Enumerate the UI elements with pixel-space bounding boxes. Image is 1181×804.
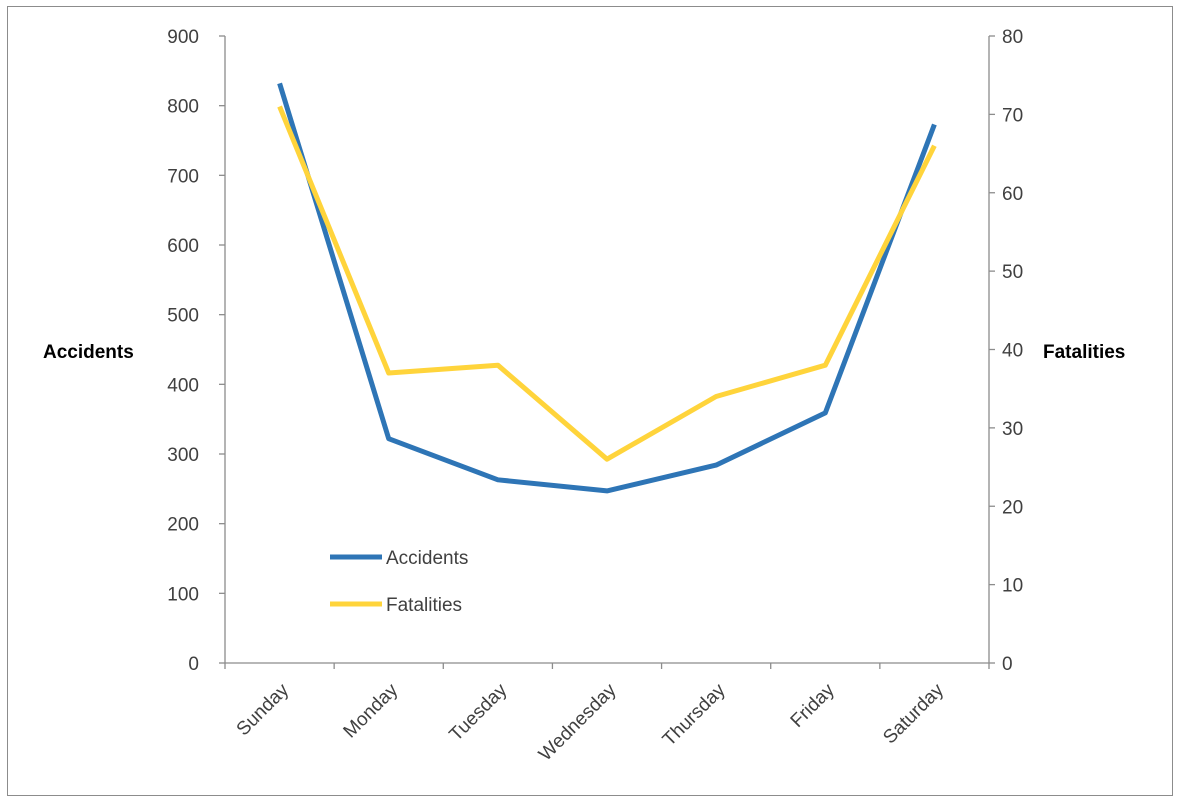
y2-tick-label: 10 [1002, 576, 1023, 597]
y2-tick-label: 70 [1002, 105, 1023, 126]
x-tick-label: Thursday [659, 679, 730, 750]
series-line-fatalities [277, 105, 937, 462]
y2-tick-label: 30 [1002, 419, 1023, 440]
x-tick-label: Saturday [879, 679, 948, 748]
x-tick-label: Tuesday [446, 679, 512, 745]
legend: Accidents Fatalities [330, 548, 468, 616]
series-layer [277, 82, 937, 494]
y2-tick-label: 20 [1002, 497, 1023, 518]
legend-label-fatalities: Fatalities [386, 595, 462, 616]
y2-tick-label: 60 [1002, 184, 1023, 205]
y-tick-label: 600 [167, 236, 199, 257]
y2-tick-label: 50 [1002, 262, 1023, 283]
y2-tick-label: 40 [1002, 341, 1023, 362]
legend-label-accidents: Accidents [386, 548, 468, 569]
chart-frame [7, 6, 1173, 796]
y-tick-label: 500 [167, 306, 199, 327]
y2-tick-label: 0 [1002, 654, 1013, 675]
y-tick-label: 300 [167, 445, 199, 466]
y-axis-title: Accidents [43, 342, 134, 363]
y-tick-label: 700 [167, 166, 199, 187]
x-tick-label: Wednesday [535, 679, 621, 765]
x-tick-label: Friday [787, 679, 840, 732]
y2-tick-label: 80 [1002, 27, 1023, 48]
x-tick-label: Sunday [233, 679, 294, 740]
y-tick-label: 100 [167, 584, 199, 605]
y-tick-label: 800 [167, 97, 199, 118]
y-tick-label: 900 [167, 27, 199, 48]
y-tick-label: 0 [188, 654, 199, 675]
x-tick-label: Monday [340, 679, 403, 742]
series-line-accidents [277, 82, 937, 494]
y-tick-label: 200 [167, 515, 199, 536]
y-tick-label: 400 [167, 375, 199, 396]
y2-axis-title: Fatalities [1043, 342, 1125, 363]
